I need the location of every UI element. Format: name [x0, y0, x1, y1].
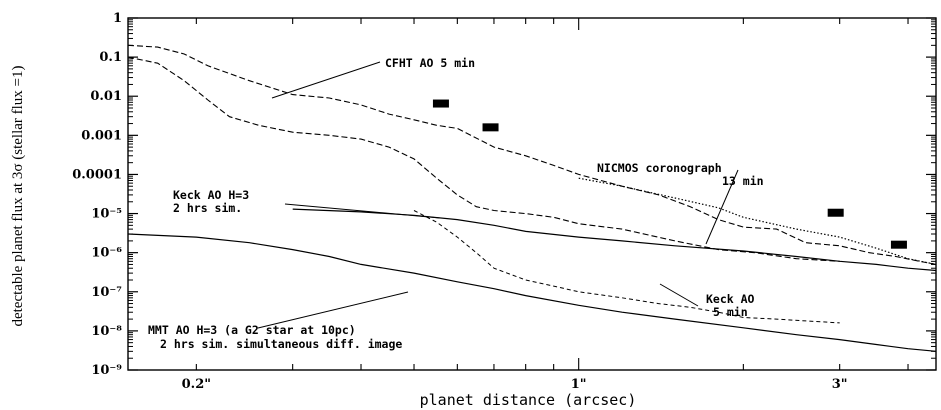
series-line-2 — [413, 210, 840, 324]
y-tick-label: 10⁻⁵ — [91, 207, 122, 222]
y-axis-title: detectable planet flux at 3σ (stellar fl… — [10, 65, 26, 326]
leader-line-1 — [705, 169, 739, 245]
y-tick-label: 0.001 — [81, 128, 122, 143]
series-line-1 — [127, 56, 840, 262]
leader-line-4 — [257, 291, 409, 329]
marker-1 — [482, 123, 499, 132]
annotation-leaders — [257, 61, 739, 329]
y-tick-label: 10⁻⁷ — [91, 285, 122, 300]
annotation-keckh2: 2 hrs sim. — [173, 201, 242, 215]
leader-line-0 — [271, 61, 381, 99]
annotation-keckh1: Keck AO H=3 — [173, 188, 249, 202]
plot-area — [127, 17, 937, 371]
leader-line-3 — [659, 283, 699, 307]
y-tick-label: 10⁻⁹ — [91, 363, 122, 378]
axis-ticks: 1 0.1 0.01 0.001 0.0001 10⁻⁵ 10⁻⁶ 10⁻⁷ 10⁻⁸ 10⁻⁹ 0… — [72, 11, 936, 392]
series-line-3 — [292, 208, 937, 272]
y-tick-label: 10⁻⁶ — [91, 246, 122, 261]
annotation-nicmos2: 13 min — [722, 174, 764, 188]
annotation-cfht: CFHT AO 5 min — [385, 56, 475, 70]
x-tick-label: 3" — [832, 377, 848, 392]
marker-2 — [827, 208, 844, 217]
leader-line-2 — [284, 203, 441, 219]
annotation-mmt1: MMT AO H=3 (a G2 star at 10pc) — [148, 323, 356, 337]
annotation-keck2: 5 min — [713, 305, 748, 319]
markers-group — [432, 99, 907, 249]
annotation-nicmos1: NICMOS coronograph — [597, 161, 722, 175]
x-tick-label: 1" — [571, 377, 587, 392]
annotation-keck1: Keck AO — [706, 292, 755, 306]
y-tick-label: 0.0001 — [72, 167, 122, 182]
marker-3 — [890, 240, 907, 249]
annotation-mmt2: 2 hrs sim. simultaneous diff. image — [160, 337, 402, 351]
series-group — [127, 44, 937, 352]
y-tick-label: 0.1 — [99, 50, 122, 65]
y-tick-label: 0.01 — [90, 89, 122, 104]
marker-0 — [432, 99, 449, 108]
y-tick-label: 10⁻⁸ — [91, 324, 122, 339]
x-tick-label: 0.2" — [182, 377, 211, 392]
series-line-5 — [578, 177, 937, 265]
y-tick-label: 1 — [113, 11, 122, 26]
series-line-4 — [127, 233, 937, 352]
x-axis-title: planet distance (arcsec) — [420, 391, 637, 409]
